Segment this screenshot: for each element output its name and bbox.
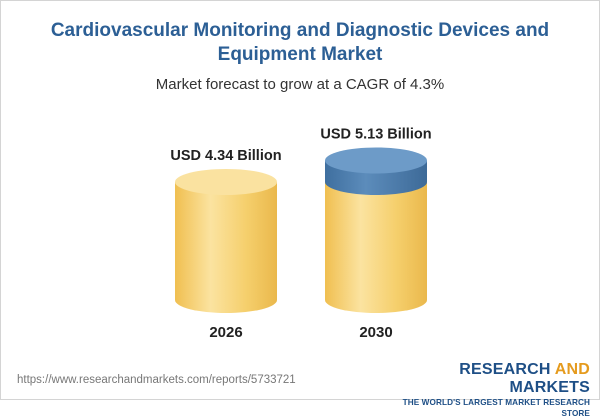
bar-2026 — [175, 168, 277, 313]
bar-top — [175, 168, 277, 195]
cylinder-chart: USD 4.34 Billion 2026 USD 5.13 Billion 2030 — [170, 126, 431, 341]
value-label: USD 4.34 Billion — [170, 148, 281, 164]
logo-wordmark: RESEARCH AND MARKETS — [385, 361, 590, 397]
value-label: USD 5.13 Billion — [320, 126, 431, 142]
category-label: 2026 — [209, 324, 242, 341]
bar-body — [175, 181, 277, 313]
chart-title: Cardiovascular Monitoring and Diagnostic… — [50, 20, 550, 65]
logo-word-research: RESEARCH — [459, 361, 555, 378]
logo-word-markets: MARKETS — [509, 379, 590, 396]
logo-tagline: THE WORLD'S LARGEST MARKET RESEARCH STOR… — [402, 398, 590, 418]
logo-word-and: AND — [554, 361, 590, 378]
source-url: https://www.researchandmarkets.com/repor… — [17, 374, 296, 386]
category-label: 2030 — [359, 324, 392, 341]
research-and-markets-logo: RESEARCH AND MARKETS THE WORLD'S LARGEST… — [385, 361, 590, 419]
bar-body — [325, 181, 427, 313]
chart-subtitle: Market forecast to grow at a CAGR of 4.3… — [155, 76, 445, 93]
bar-2030 — [325, 147, 427, 313]
bar-top — [325, 147, 427, 174]
